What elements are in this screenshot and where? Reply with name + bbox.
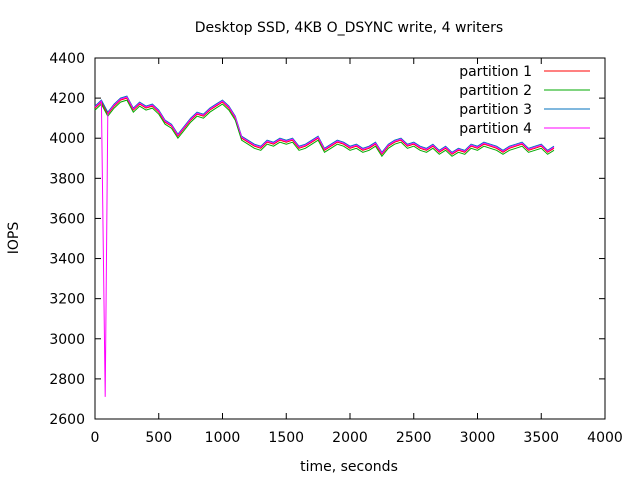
- y-tick-label: 4000: [49, 131, 85, 147]
- y-tick-label: 3800: [49, 171, 85, 187]
- legend-label: partition 2: [459, 83, 532, 99]
- y-tick-label: 3200: [49, 292, 85, 308]
- y-axis-label: IOPS: [6, 222, 22, 255]
- y-tick-label: 4400: [49, 51, 85, 67]
- x-tick-label: 1500: [268, 430, 304, 446]
- x-tick-label: 3500: [523, 430, 559, 446]
- x-tick-label: 1000: [205, 430, 241, 446]
- y-tick-label: 4200: [49, 91, 85, 107]
- legend: partition 1 partition 2 partition 3 partiti…: [459, 64, 590, 137]
- x-tick-label: 2500: [396, 430, 432, 446]
- y-tick-label: 3400: [49, 252, 85, 268]
- x-axis-label: time, seconds: [300, 459, 398, 475]
- x-tick-label: 500: [145, 430, 172, 446]
- y-tick-label: 3600: [49, 211, 85, 227]
- x-tick-label: 0: [91, 430, 100, 446]
- y-axis: 2600 2800 3000 3200 3400 3600 3800 4000 4200 4400: [49, 51, 605, 428]
- x-tick-label: 2000: [332, 430, 368, 446]
- x-tick-label: 3000: [460, 430, 496, 446]
- series-line-1: [94, 97, 555, 156]
- x-axis: 0 500 1000 1500 2000 2500 3000 3500 4000: [91, 58, 623, 446]
- x-tick-label: 4000: [587, 430, 623, 446]
- legend-label: partition 1: [459, 64, 532, 80]
- y-tick-label: 2600: [49, 412, 85, 428]
- legend-label: partition 4: [459, 121, 532, 137]
- chart-title: Desktop SSD, 4KB O_DSYNC write, 4 writer…: [195, 20, 503, 36]
- y-tick-label: 2800: [49, 372, 85, 388]
- y-tick-label: 3000: [49, 332, 85, 348]
- series-group: [94, 95, 555, 397]
- series-line-2: [94, 99, 555, 158]
- legend-label: partition 3: [459, 102, 532, 118]
- series-line-4: [94, 96, 555, 397]
